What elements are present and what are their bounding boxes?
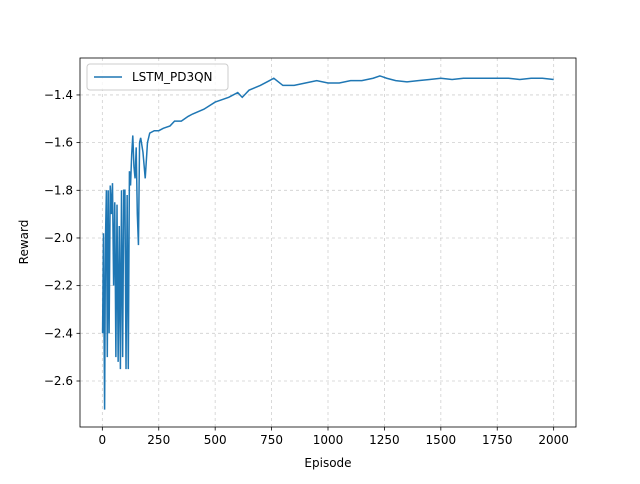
y-tick-label: −1.6 [44,136,73,150]
y-tick-label: −2.6 [44,374,73,388]
x-tick-label: 250 [147,433,170,447]
y-tick-label: −2.2 [44,279,73,293]
y-tick-label: −2.4 [44,326,73,340]
legend-label: LSTM_PD3QN [132,70,213,84]
y-tick-label: −2.0 [44,231,73,245]
y-tick-label: −1.4 [44,88,73,102]
x-tick-label: 500 [204,433,227,447]
legend-box [86,63,229,91]
x-tick-label: 2000 [538,433,569,447]
x-axis-label: Episode [304,456,351,470]
x-tick-label: 0 [99,433,107,447]
y-tick-label: −1.8 [44,183,73,197]
y-axis-label: Reward [17,220,31,265]
axes-frame [79,57,577,428]
x-tick-label: 1250 [369,433,400,447]
x-tick-label: 1750 [482,433,513,447]
x-tick-label: 1500 [426,433,457,447]
data-line [101,75,554,410]
x-tick-label: 750 [260,433,283,447]
x-tick-label: 1000 [313,433,344,447]
